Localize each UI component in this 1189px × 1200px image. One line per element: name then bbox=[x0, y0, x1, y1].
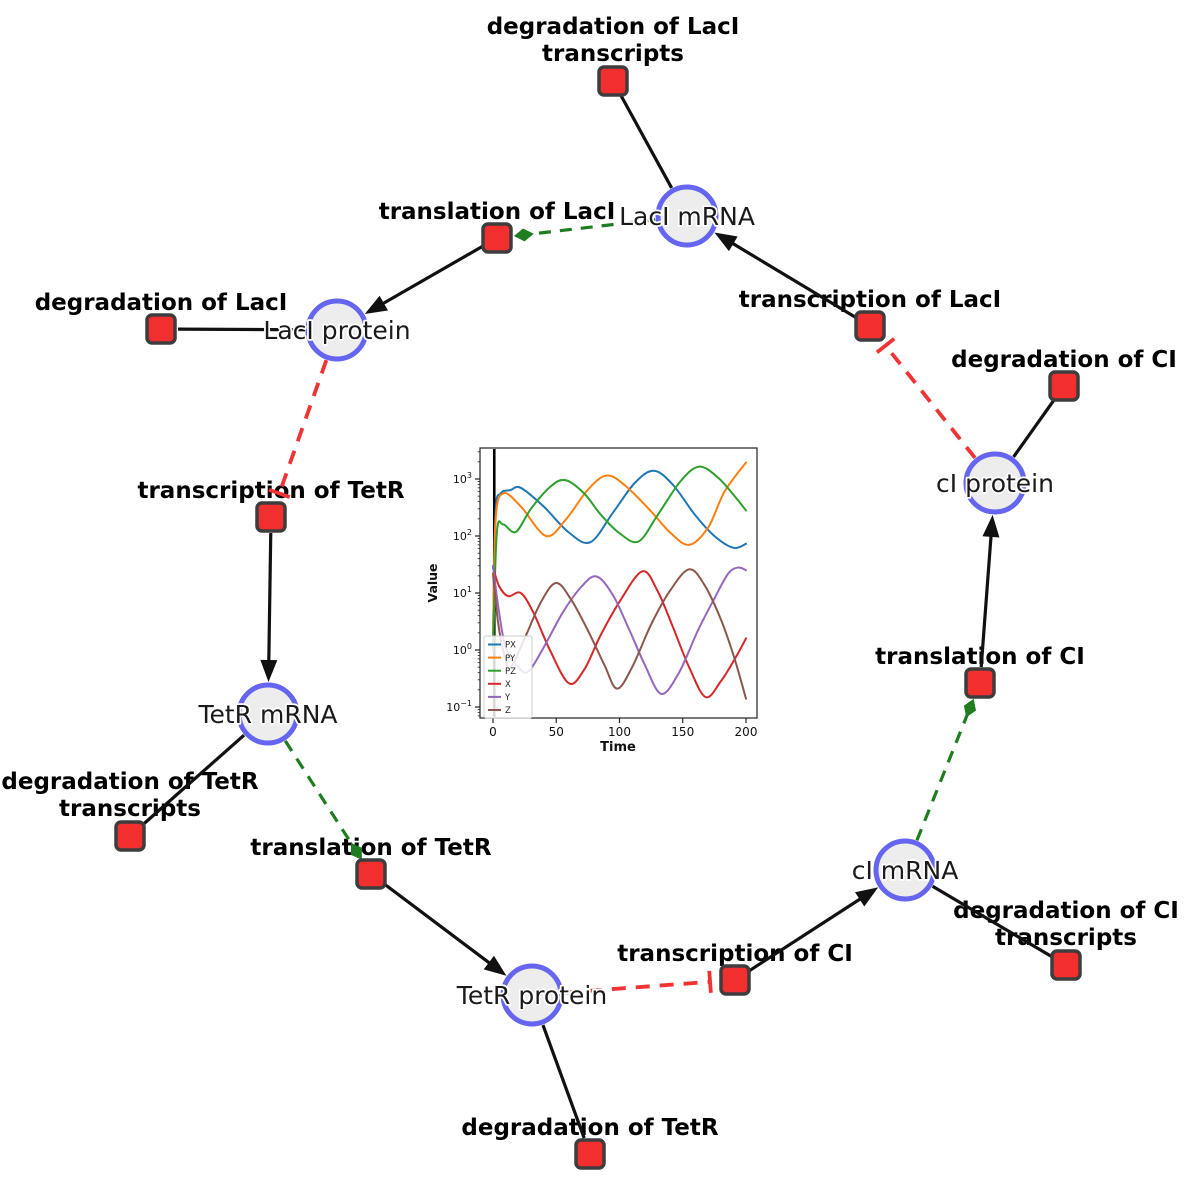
legend-label-PY: PY bbox=[505, 654, 516, 664]
series-line-X bbox=[492, 566, 747, 699]
legend-label-X: X bbox=[505, 680, 511, 690]
species-label-lacI_protein: LacI protein bbox=[263, 316, 410, 345]
legend-label-Z: Z bbox=[505, 706, 511, 716]
species-labels-layer: LacI mRNA LacI protein TetR mRNA TetR prote… bbox=[196, 200, 1056, 1012]
reaction-node-txn_lacI[interactable] bbox=[854, 310, 886, 342]
reaction-node-transl_lacI[interactable] bbox=[481, 222, 513, 254]
reaction-label-deg_lacI: degradation of LacI bbox=[35, 290, 288, 316]
inhibition-tbar-icon bbox=[875, 337, 896, 354]
reaction-labels-layer: degradation of LacI transcripts translatio… bbox=[0, 12, 1181, 1143]
edge-lacI_mRNA-deg_lacI_tx-consumption[interactable] bbox=[619, 95, 674, 189]
edge-tetR_protein-deg_tetR-consumption[interactable] bbox=[541, 1024, 586, 1139]
edge-lacI_protein-txn_tetR-inhibition[interactable] bbox=[268, 359, 329, 499]
x-tick-label: 150 bbox=[671, 725, 694, 739]
edge-lacI_protein-deg_lacI-consumption[interactable] bbox=[177, 327, 306, 332]
reaction-label-transl_tetR: translation of TetR bbox=[250, 835, 491, 861]
edge-txn_lacI-lacI_mRNA-product[interactable] bbox=[714, 232, 858, 320]
y-tick-label: 100 bbox=[453, 642, 472, 657]
edge-transl_cI-cI_protein-product[interactable] bbox=[979, 514, 1000, 668]
reaction-node-deg_cI_tx[interactable] bbox=[1050, 949, 1082, 981]
species-label-tetR_protein: TetR protein bbox=[456, 981, 607, 1010]
arrowhead-icon bbox=[260, 659, 278, 683]
species-label-tetR_mRNA: TetR mRNA bbox=[197, 700, 337, 729]
modifier-diamond-icon bbox=[513, 228, 534, 242]
reaction-node-deg_lacI[interactable] bbox=[145, 313, 177, 345]
species-node-lacI_mRNA[interactable] bbox=[655, 184, 719, 248]
x-tick-label: 50 bbox=[549, 725, 564, 739]
arrowhead-icon bbox=[483, 955, 507, 976]
reaction-label-deg_cI: degradation of CI bbox=[951, 347, 1177, 373]
edge-cI_protein-deg_cI-consumption[interactable] bbox=[1012, 398, 1056, 458]
x-axis-label: Time bbox=[600, 740, 636, 755]
series-line-PY bbox=[492, 461, 747, 647]
arrowhead-icon bbox=[364, 295, 389, 315]
y-tick-label: 102 bbox=[453, 528, 472, 543]
x-tick-label: 0 bbox=[489, 725, 497, 739]
reaction-label-deg_tetR: degradation of TetR bbox=[461, 1115, 718, 1141]
arrowhead-icon bbox=[714, 232, 738, 252]
nodes-layer bbox=[114, 65, 1082, 1170]
x-tick-label: 100 bbox=[608, 725, 631, 739]
reaction-label-transl_lacI: translation of LacI bbox=[379, 199, 616, 225]
inhibition-tbar-icon bbox=[268, 487, 291, 499]
reaction-label-txn_cI: transcription of CI bbox=[617, 941, 853, 967]
reaction-node-transl_cI[interactable] bbox=[964, 667, 996, 699]
edge-lacI_mRNA-transl_lacI-modifier[interactable] bbox=[513, 218, 656, 242]
y-tick-label: 10−1 bbox=[446, 699, 472, 714]
chart-axes: 10−1 100 101 102 103 0 50 100 150 200 bbox=[446, 451, 758, 739]
plot-border bbox=[479, 447, 758, 719]
modifier-diamond-icon bbox=[963, 698, 976, 718]
legend-label-PX: PX bbox=[505, 641, 516, 651]
arrowhead-icon bbox=[982, 514, 1000, 538]
modifier-diamond-icon bbox=[350, 842, 362, 860]
x-tick-label: 200 bbox=[735, 725, 758, 739]
edge-cI_protein-txn_lacI-inhibition[interactable] bbox=[875, 337, 977, 460]
edge-cI_mRNA-transl_cI-modifier[interactable] bbox=[915, 698, 976, 841]
edge-tetR_mRNA-deg_tetR_tx-consumption[interactable] bbox=[141, 733, 246, 826]
species-label-cI_mRNA: cI mRNA bbox=[852, 856, 959, 885]
edge-txn_cI-cI_mRNA-product[interactable] bbox=[747, 887, 879, 973]
edge-transl_lacI-lacI_protein-product[interactable] bbox=[364, 244, 484, 315]
embedded-time-series-plot: 10−1 100 101 102 103 0 50 100 150 200 Time Value PX P… bbox=[425, 436, 775, 766]
species-node-cI_mRNA[interactable] bbox=[873, 838, 937, 902]
y-tick-label: 103 bbox=[453, 471, 472, 486]
chart-legend: PX PY PZ XYZ bbox=[483, 635, 533, 719]
reaction-node-deg_cI[interactable] bbox=[1048, 370, 1080, 402]
reaction-node-transl_tetR[interactable] bbox=[355, 858, 387, 890]
edge-cI_mRNA-deg_cI_tx-consumption[interactable] bbox=[931, 884, 1053, 958]
edge-txn_tetR-tetR_mRNA-product[interactable] bbox=[260, 532, 278, 683]
species-label-cI_protein: cI protein bbox=[936, 469, 1054, 498]
series-line-PX bbox=[492, 469, 747, 641]
arrowhead-icon bbox=[855, 887, 879, 907]
legend-label-Y: Y bbox=[504, 693, 511, 703]
reaction-node-txn_tetR[interactable] bbox=[255, 501, 287, 533]
inhibition-tbar-icon bbox=[707, 970, 713, 993]
reaction-node-deg_tetR[interactable] bbox=[574, 1138, 606, 1170]
edges-layer bbox=[141, 95, 1056, 1139]
reaction-label-txn_lacI: transcription of LacI bbox=[739, 287, 1002, 313]
edge-tetR_protein-txn_cI-inhibition[interactable] bbox=[563, 970, 713, 995]
y-tick-label: 101 bbox=[453, 585, 472, 600]
y-axis-label: Value bbox=[425, 563, 440, 602]
species-node-cI_protein[interactable] bbox=[963, 451, 1027, 515]
reaction-node-deg_lacI_tx[interactable] bbox=[597, 65, 629, 97]
reaction-node-txn_cI[interactable] bbox=[719, 964, 751, 996]
edge-transl_tetR-tetR_protein-product[interactable] bbox=[382, 882, 507, 976]
reaction-label-deg_tetR_tx: degradation of TetR transcripts bbox=[1, 769, 258, 822]
reaction-node-deg_tetR_tx[interactable] bbox=[114, 820, 146, 852]
series-line-PZ bbox=[492, 465, 747, 651]
reaction-label-deg_cI_tx: degradation of CI transcripts bbox=[953, 898, 1179, 951]
species-node-tetR_protein[interactable] bbox=[500, 963, 564, 1027]
species-node-tetR_mRNA[interactable] bbox=[236, 682, 300, 746]
reaction-label-deg_lacI_tx: degradation of LacI transcripts bbox=[487, 14, 740, 67]
reaction-label-txn_tetR: transcription of TetR bbox=[137, 478, 404, 504]
legend-label-PZ: PZ bbox=[505, 667, 516, 677]
species-node-lacI_protein[interactable] bbox=[305, 298, 369, 362]
species-label-lacI_mRNA: LacI mRNA bbox=[619, 202, 755, 231]
edge-tetR_mRNA-transl_tetR-modifier[interactable] bbox=[283, 740, 362, 860]
